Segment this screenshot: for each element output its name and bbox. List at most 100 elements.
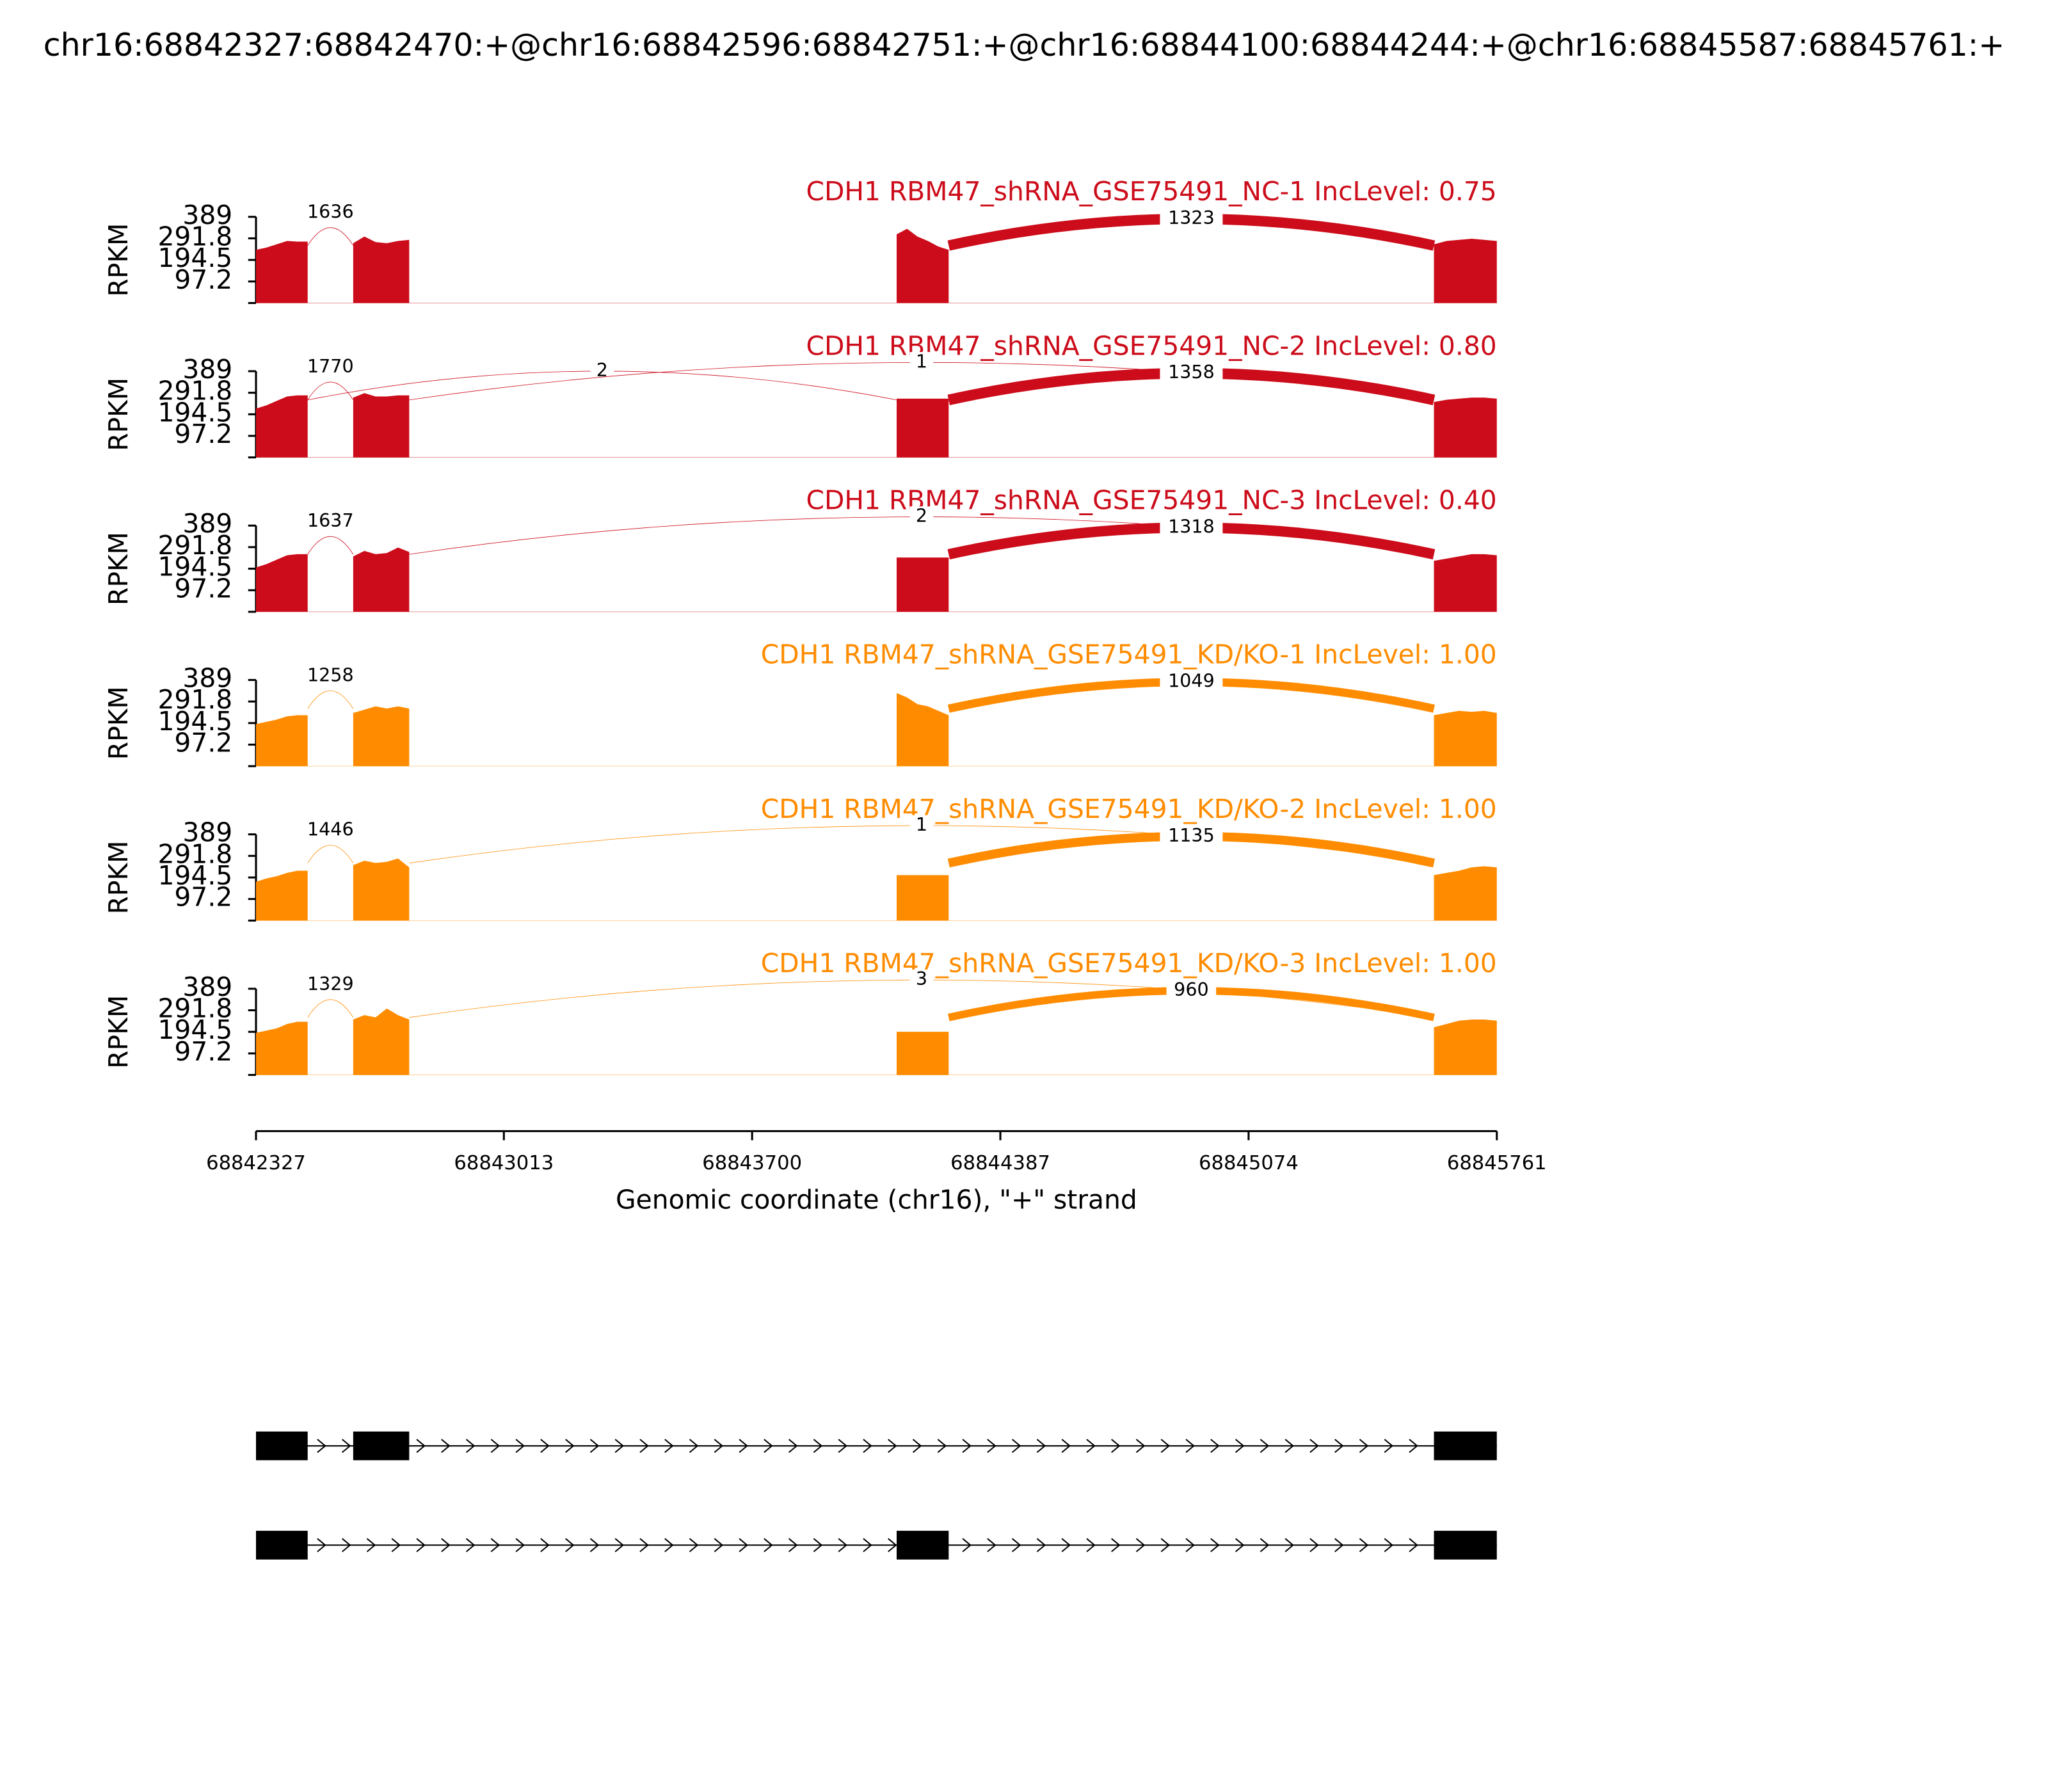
strand-arrow bbox=[441, 1538, 451, 1553]
strand-arrow bbox=[764, 1538, 773, 1553]
strand-arrow bbox=[515, 1439, 525, 1453]
coverage bbox=[897, 875, 949, 921]
strand-arrow bbox=[788, 1439, 798, 1453]
coverage bbox=[1434, 397, 1497, 458]
strand-arrow bbox=[888, 1439, 897, 1453]
junction-label-bg bbox=[909, 969, 934, 991]
coverage bbox=[1434, 866, 1497, 921]
junction-label-bg bbox=[1166, 980, 1217, 1002]
strand-arrow bbox=[1036, 1538, 1046, 1553]
strand-arrow bbox=[565, 1538, 575, 1553]
strand-arrow bbox=[515, 1538, 525, 1553]
junction-label: 1636 bbox=[307, 201, 354, 223]
y-tick-label: 194.5 bbox=[157, 706, 232, 737]
strand-arrow bbox=[813, 1538, 823, 1553]
junction-arc bbox=[307, 999, 354, 1018]
y-tick-label: 194.5 bbox=[157, 860, 232, 891]
junction-label: 1770 bbox=[307, 355, 354, 377]
junction-label: 1323 bbox=[1168, 207, 1215, 228]
strand-arrow bbox=[1185, 1439, 1195, 1453]
junction-label: 1258 bbox=[307, 664, 354, 685]
strand-arrow bbox=[639, 1439, 649, 1453]
coverage bbox=[897, 228, 949, 303]
strand-arrow bbox=[490, 1439, 500, 1453]
y-axis-label: RPKM bbox=[103, 686, 134, 760]
strand-arrow bbox=[863, 1439, 872, 1453]
coverage bbox=[256, 715, 308, 767]
junction-arc bbox=[307, 227, 354, 246]
coverage bbox=[897, 1032, 949, 1075]
junction-arc bbox=[307, 845, 354, 863]
junction-label: 1 bbox=[916, 350, 927, 372]
strand-arrow bbox=[1359, 1538, 1369, 1553]
strand-arrow bbox=[1235, 1538, 1245, 1553]
y-tick-label: 97.2 bbox=[174, 727, 232, 758]
strand-arrow bbox=[1235, 1439, 1245, 1453]
y-tick-label: 97.2 bbox=[174, 419, 232, 449]
strand-arrow bbox=[614, 1538, 625, 1553]
coverage bbox=[353, 1008, 410, 1075]
junction-label: 2 bbox=[916, 505, 927, 527]
strand-arrow bbox=[1086, 1439, 1096, 1453]
strand-arrow bbox=[764, 1439, 773, 1453]
coverage bbox=[353, 858, 410, 921]
y-tick-label: 291.8 bbox=[157, 221, 232, 252]
junction-arc bbox=[307, 691, 354, 709]
strand-arrow bbox=[788, 1538, 798, 1553]
strand-arrow bbox=[1185, 1538, 1195, 1553]
exon bbox=[1434, 1431, 1497, 1460]
y-tick-label: 389 bbox=[182, 817, 232, 848]
strand-arrow bbox=[813, 1439, 823, 1453]
strand-arrow bbox=[1284, 1538, 1295, 1553]
strand-arrow bbox=[1160, 1439, 1171, 1453]
y-tick-label: 194.5 bbox=[157, 1014, 232, 1045]
strand-arrow bbox=[1334, 1439, 1344, 1453]
junction-label-bg bbox=[299, 666, 362, 687]
x-tick-label: 68843013 bbox=[454, 1152, 554, 1174]
exon bbox=[353, 1431, 410, 1460]
strand-arrow bbox=[912, 1439, 922, 1453]
coverage bbox=[256, 241, 308, 303]
x-tick-label: 68842327 bbox=[206, 1152, 306, 1174]
strand-arrow bbox=[465, 1439, 476, 1453]
x-tick-label: 68845761 bbox=[1447, 1152, 1547, 1174]
strand-arrow bbox=[1111, 1538, 1121, 1553]
strand-arrow bbox=[342, 1538, 351, 1553]
strand-arrow bbox=[664, 1439, 674, 1453]
strand-arrow bbox=[589, 1538, 600, 1553]
track-title: CDH1 RBM47_shRNA_GSE75491_KD/KO-3 IncLev… bbox=[761, 948, 1497, 979]
junction-arc bbox=[307, 536, 354, 555]
strand-arrow bbox=[1359, 1439, 1369, 1453]
strand-arrow bbox=[714, 1439, 724, 1453]
junction-label: 960 bbox=[1174, 979, 1209, 1000]
junction-label-bg bbox=[299, 974, 362, 996]
coverage bbox=[897, 557, 949, 612]
strand-arrow bbox=[689, 1439, 699, 1453]
strand-arrow bbox=[1210, 1439, 1220, 1453]
junction-label: 2 bbox=[596, 359, 608, 381]
coverage bbox=[1434, 1020, 1497, 1075]
junction-label-bg bbox=[590, 360, 614, 382]
track-title: CDH1 RBM47_shRNA_GSE75491_NC-2 IncLevel:… bbox=[806, 330, 1496, 361]
strand-arrow bbox=[1061, 1538, 1071, 1553]
coverage bbox=[256, 395, 308, 458]
coverage bbox=[353, 236, 410, 303]
strand-arrow bbox=[1011, 1538, 1021, 1553]
strand-arrow bbox=[565, 1439, 575, 1453]
chart-title: chr16:68842327:68842470:+@chr16:68842596… bbox=[44, 27, 2005, 63]
coverage bbox=[353, 547, 410, 612]
strand-arrow bbox=[1334, 1538, 1344, 1553]
junction-label: 1637 bbox=[307, 509, 354, 531]
y-tick-label: 97.2 bbox=[174, 882, 232, 913]
strand-arrow bbox=[1409, 1538, 1418, 1553]
exon bbox=[1434, 1530, 1497, 1560]
strand-arrow bbox=[739, 1538, 748, 1553]
x-axis-label: Genomic coordinate (chr16), "+" strand bbox=[616, 1185, 1137, 1215]
strand-arrow bbox=[1210, 1538, 1220, 1553]
junction-label: 1049 bbox=[1168, 670, 1215, 692]
coverage bbox=[1434, 239, 1497, 303]
y-axis-label: RPKM bbox=[103, 841, 134, 915]
coverage bbox=[1434, 710, 1497, 767]
exon bbox=[256, 1431, 308, 1460]
